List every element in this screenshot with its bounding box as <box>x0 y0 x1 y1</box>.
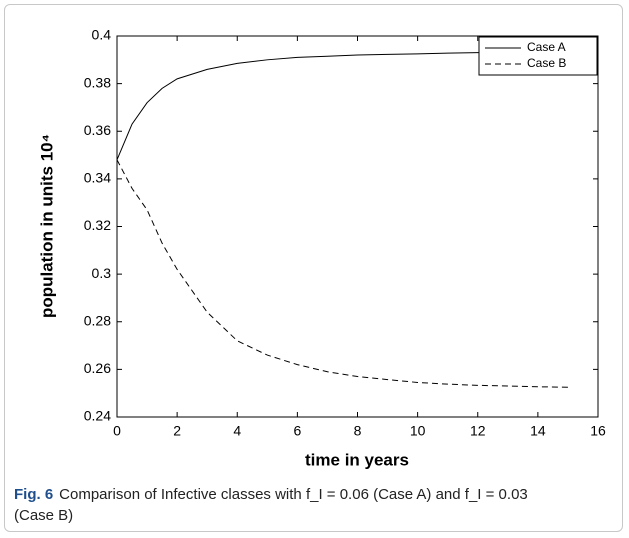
x-axis-label: time in years <box>305 450 409 469</box>
y-tick-label: 0.34 <box>84 170 111 186</box>
y-tick-label: 0.38 <box>84 74 111 90</box>
legend-label: Case A <box>527 40 566 54</box>
x-tick-label: 14 <box>530 423 546 439</box>
caption: Fig. 6 Comparison of Infective classes wi… <box>14 484 554 526</box>
figure-frame <box>4 4 623 532</box>
x-tick-label: 4 <box>233 423 241 439</box>
x-tick-label: 6 <box>293 423 301 439</box>
x-tick-label: 12 <box>470 423 486 439</box>
caption-label: Fig. 6 <box>14 486 54 503</box>
chart: time in years population in units 10⁴ 0 2… <box>37 27 606 470</box>
x-tick-label: 0 <box>113 423 121 439</box>
caption-text: Comparison of Infective classes with f_I… <box>14 486 528 524</box>
x-tick-label: 8 <box>354 423 362 439</box>
y-tick-label: 0.32 <box>84 217 111 233</box>
legend-box <box>478 36 598 76</box>
y-tick-label: 0.26 <box>84 360 111 376</box>
y-tick-label: 0.3 <box>92 265 112 281</box>
y-tick-label: 0.24 <box>84 408 111 424</box>
x-tick-label: 16 <box>590 423 606 439</box>
series-line <box>116 159 568 388</box>
y-axis-label: population in units 10⁴ <box>37 134 56 318</box>
y-tick-label: 0.28 <box>84 312 111 328</box>
x-tick-label: 10 <box>410 423 426 439</box>
plot-frame <box>116 35 599 418</box>
legend-label: Case B <box>527 56 566 70</box>
y-tick-label: 0.36 <box>84 122 111 138</box>
y-tick-label: 0.4 <box>92 27 112 43</box>
x-tick-label: 2 <box>173 423 181 439</box>
